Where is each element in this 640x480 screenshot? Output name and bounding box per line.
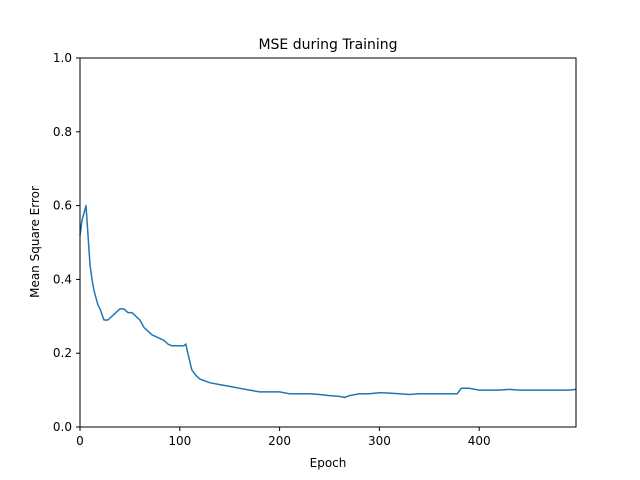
plot-area [79,204,577,399]
x-tick-label: 400 [468,434,491,448]
chart-title: MSE during Training [258,37,397,53]
x-tick-label: 300 [368,434,391,448]
x-tick-label: 0 [76,434,84,448]
axis-ticks: 0 100 200 300 400 0.0 0.2 0.4 0.6 0.8 1.0 [53,51,491,448]
x-tick-label: 200 [268,434,291,448]
y-tick-label: 0.4 [53,272,72,286]
y-tick-label: 0.2 [53,346,72,360]
y-tick-label: 0.0 [53,420,72,434]
x-tick-label: 100 [168,434,191,448]
plot-frame [79,57,577,428]
y-tick-label: 1.0 [53,51,72,65]
y-tick-label: 0.8 [53,125,72,139]
y-tick-label: 0.6 [53,199,72,213]
mse-series-line [79,204,577,399]
x-axis-label: Epoch [310,456,347,470]
y-axis-label: Mean Square Error [28,186,42,298]
